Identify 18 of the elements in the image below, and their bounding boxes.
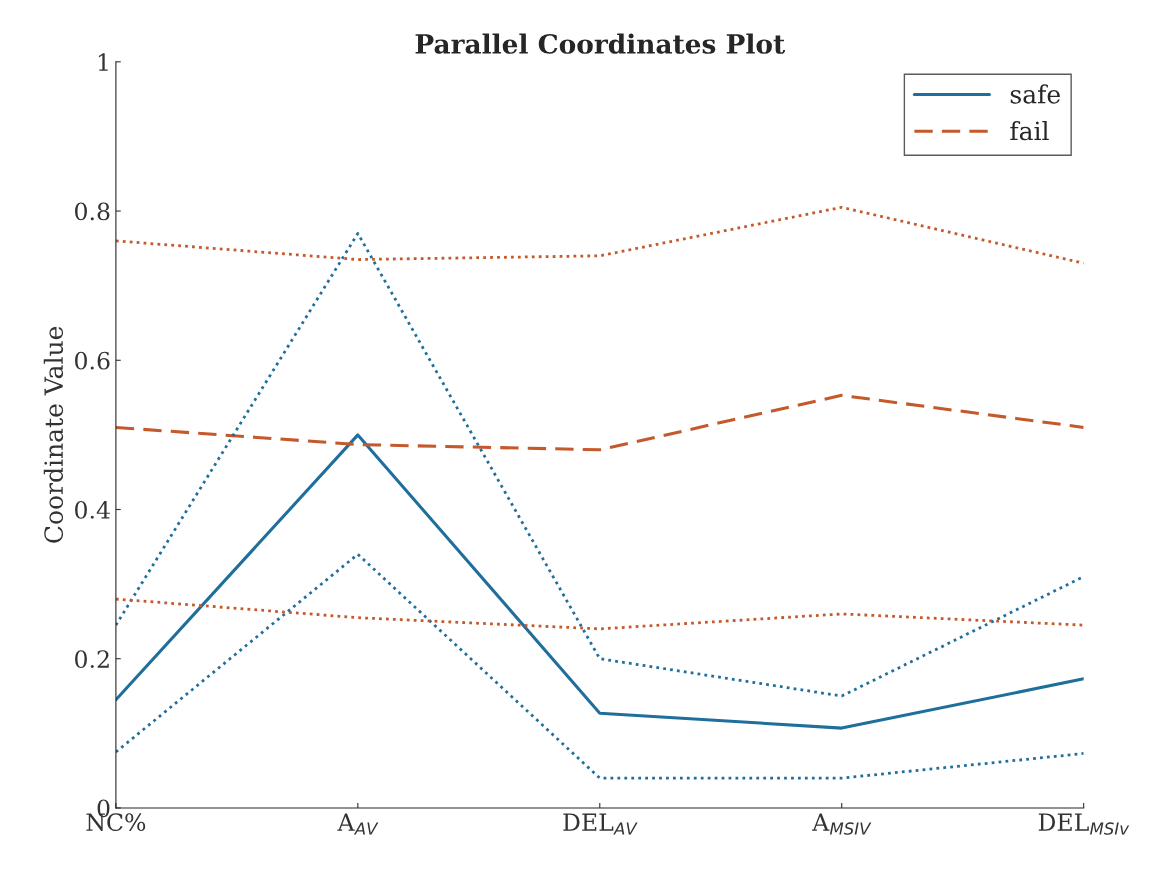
- y-tick-label: 1: [98, 53, 108, 71]
- x-tick-label: A$_{MSIV}$: [812, 813, 872, 835]
- line-series: [115, 597, 1084, 631]
- legend-label: safe: [1010, 84, 1060, 104]
- y-tick-label: 0.8: [75, 202, 110, 221]
- chart-title: Parallel Coordinates Plot: [415, 33, 786, 54]
- x-tick-label: DEL$_{AV}$: [563, 813, 638, 835]
- line-series: [115, 552, 1084, 780]
- line-series: [115, 393, 1084, 452]
- x-tick-label: DEL$_{MSIv}$: [1038, 813, 1130, 835]
- line-series: [115, 433, 1084, 730]
- legend-label: fail: [1010, 121, 1049, 141]
- y-tick-label: 0.2: [75, 650, 109, 669]
- y-tick-label: 0.4: [75, 500, 110, 519]
- line-series: [115, 232, 1084, 698]
- y-tick-label: 0.6: [75, 351, 110, 370]
- x-tick-label: A$_{AV}$: [337, 813, 379, 835]
- y-axis-title: Coordinate Value: [43, 326, 64, 543]
